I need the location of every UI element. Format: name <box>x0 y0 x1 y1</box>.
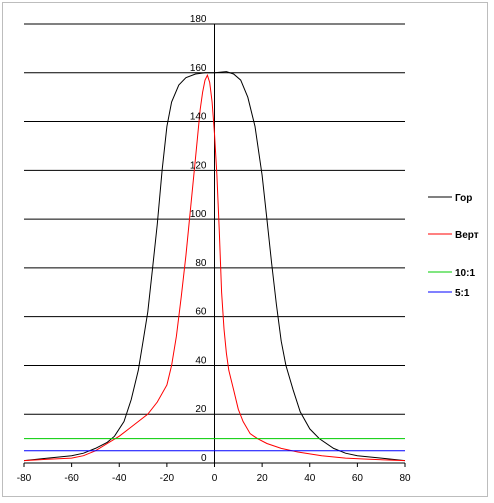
legend-label-0: Гор <box>455 193 472 204</box>
series-line-0 <box>23 71 406 462</box>
legend-label-1: Верт <box>455 230 479 241</box>
y-tick-label: 140 <box>190 112 207 123</box>
x-tick-label: 80 <box>399 473 411 484</box>
legend: Гор Верт 10:1 5:1 <box>428 193 479 299</box>
x-tick-label: -80 <box>17 473 32 484</box>
x-tick-label: -20 <box>160 473 175 484</box>
x-tick-label: 60 <box>352 473 364 484</box>
legend-label-2: 10:1 <box>455 268 475 279</box>
y-tick-label: 40 <box>195 355 207 366</box>
y-tick-label: 180 <box>190 14 207 25</box>
y-tick-label: 100 <box>190 209 207 220</box>
tick-labels: 0 20 40 60 80 100 120 140 160 180 -80 -60 -40 -20 0 20 4… <box>17 14 411 484</box>
legend-label-3: 5:1 <box>455 288 470 299</box>
axes <box>23 24 406 467</box>
series-group <box>23 71 406 462</box>
y-tick-label: 20 <box>195 404 207 415</box>
y-tick-label: 120 <box>190 160 207 171</box>
y-tick-label: 80 <box>195 258 207 269</box>
x-tick-label: 40 <box>304 473 316 484</box>
x-tick-label: 0 <box>212 473 218 484</box>
y-tick-label: 60 <box>195 307 207 318</box>
x-tick-label: -60 <box>64 473 79 484</box>
chart-frame <box>2 2 488 497</box>
y-tick-label: 0 <box>201 453 207 464</box>
x-tick-label: -40 <box>112 473 127 484</box>
x-tick-label: 20 <box>257 473 269 484</box>
y-tick-label: 160 <box>190 63 207 74</box>
